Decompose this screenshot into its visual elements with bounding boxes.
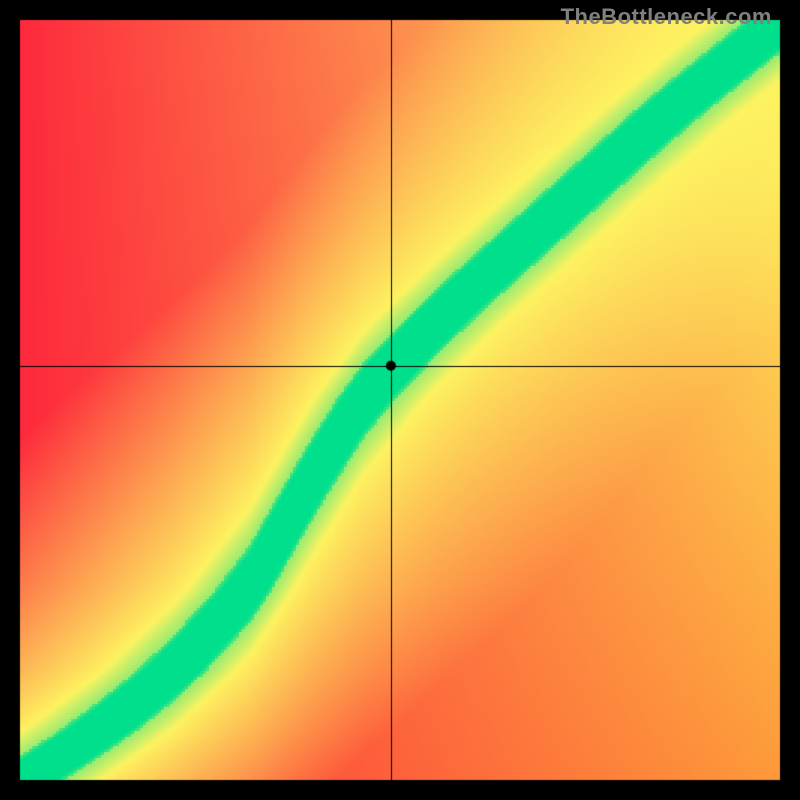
heatmap-canvas bbox=[0, 0, 800, 800]
watermark-text: TheBottleneck.com bbox=[561, 4, 772, 30]
chart-container: TheBottleneck.com bbox=[0, 0, 800, 800]
